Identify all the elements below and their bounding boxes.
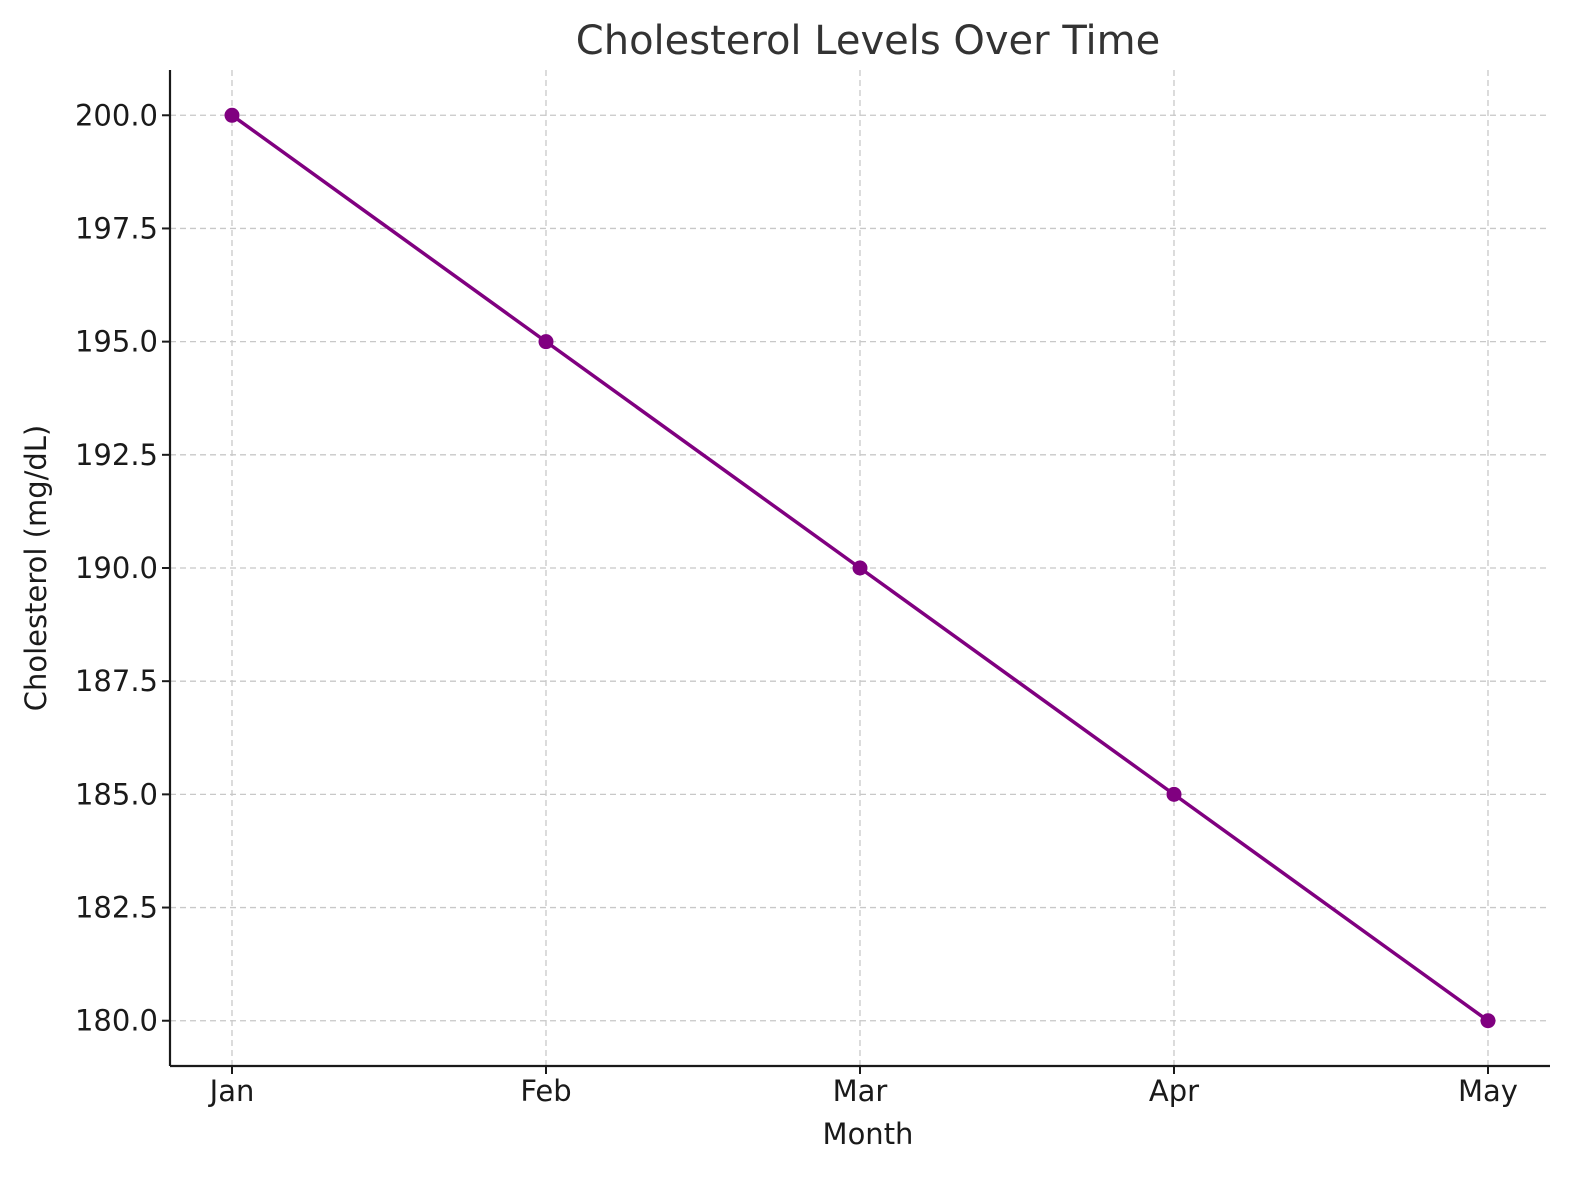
data-point — [1166, 786, 1182, 802]
y-tick-label: 182.5 — [75, 891, 158, 925]
x-tick-label: May — [1458, 1074, 1518, 1108]
y-tick-label: 185.0 — [75, 777, 158, 811]
y-tick-label: 180.0 — [75, 1004, 158, 1038]
data-point — [224, 107, 240, 123]
tick-layer: 180.0 182.5 185.0 187.5 190.0 192.5 195.0 197.5… — [75, 98, 1518, 1108]
y-tick-label: 192.5 — [75, 438, 158, 472]
data-point — [852, 560, 868, 576]
y-tick-label: 187.5 — [75, 664, 158, 698]
y-axis-title: Cholesterol (mg/dL) — [19, 425, 53, 712]
y-tick-label: 195.0 — [75, 325, 158, 359]
x-tick-label: Jan — [208, 1074, 255, 1108]
x-tick-label: Apr — [1149, 1074, 1199, 1108]
x-tick-label: Feb — [520, 1074, 571, 1108]
chart-title: Cholesterol Levels Over Time — [576, 18, 1160, 64]
x-tick-label: Mar — [833, 1074, 888, 1108]
data-point — [538, 334, 554, 350]
y-tick-label: 200.0 — [75, 98, 158, 132]
y-tick-label: 197.5 — [75, 211, 158, 245]
series-layer — [224, 107, 1496, 1029]
y-tick-label: 190.0 — [75, 551, 158, 585]
x-axis-title: Month — [823, 1117, 914, 1151]
data-point — [1480, 1013, 1496, 1029]
